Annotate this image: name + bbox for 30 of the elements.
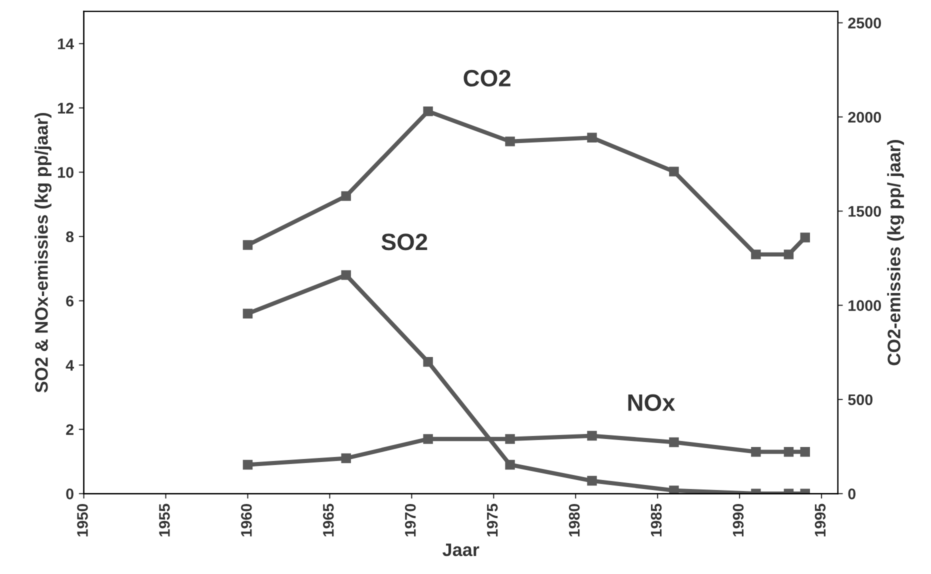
y-tick-label: 0: [66, 488, 74, 500]
x-tick-label: 1995: [814, 504, 826, 536]
y-tick-label: 14: [58, 38, 74, 50]
y-tick-label: 4: [66, 360, 74, 371]
x-tick-label: 1970: [404, 504, 416, 536]
series-label: CO2: [464, 70, 510, 87]
x-tick-label: 1955: [159, 504, 170, 536]
y-tick-label: 6: [66, 296, 74, 306]
x-tick-label: 1975: [486, 504, 498, 536]
y2-tick-label: 1000: [848, 300, 881, 311]
y-tick-label: 10: [58, 167, 74, 178]
y2-axis-title: CO2-emissies (kg pp/ jaar): [887, 140, 904, 366]
series-label: SO2: [381, 234, 428, 250]
y-tick-label: 12: [58, 102, 74, 114]
x-tick-label: 1990: [732, 504, 744, 536]
x-tick-label: 1960: [241, 504, 252, 536]
x-tick-label: 1980: [568, 504, 580, 536]
series-label: NOx: [628, 394, 676, 412]
y-axis-title: SO2 & NOx-emissies (kg pp/jaar): [34, 112, 52, 393]
x-axis-title: Jaar: [442, 544, 480, 556]
x-tick-label: 1965: [322, 504, 334, 536]
y2-tick-label: 2500: [848, 18, 881, 28]
y2-tick-label: 500: [848, 394, 872, 406]
y-tick-label: 8: [66, 231, 74, 242]
y2-tick-label: 1500: [848, 206, 881, 217]
y2-tick-label: 2000: [848, 112, 881, 123]
x-tick-label: 1985: [650, 504, 662, 536]
x-tick-label: 1950: [77, 504, 88, 536]
y-tick-label: 2: [66, 424, 74, 435]
y2-tick-label: 0: [848, 488, 856, 500]
